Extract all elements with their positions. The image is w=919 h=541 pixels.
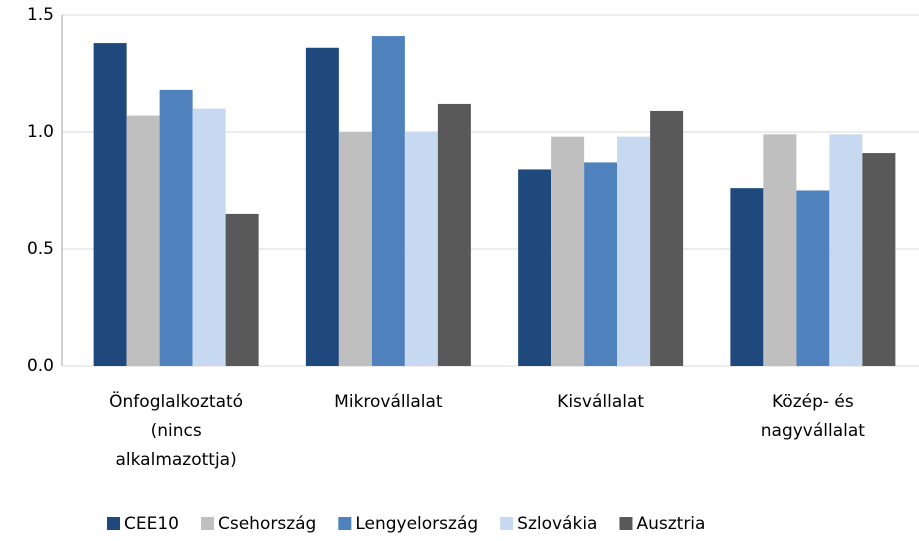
x-tick-label: Kisvállalat (557, 392, 644, 412)
legend-swatch (500, 517, 514, 530)
bar (437, 103, 471, 367)
legend-label: Szlovákia (517, 514, 597, 534)
bar (862, 153, 896, 366)
legend-label: Ausztria (636, 514, 705, 534)
bar (126, 115, 160, 367)
legend-swatch (338, 517, 352, 530)
bar (617, 136, 651, 366)
legend-label: Lengyelország (355, 514, 478, 534)
bar (584, 162, 618, 366)
bar (159, 89, 193, 366)
x-tick-label: Közép- és nagyvállalat (761, 392, 866, 441)
x-tick-label: Önfoglalkoztató (nincs alkalmazottja) (109, 390, 243, 470)
y-tick-label: 1.5 (27, 5, 54, 25)
bar (93, 43, 127, 366)
legend-label: CEE10 (124, 514, 179, 534)
bar (730, 188, 764, 366)
y-tick-label: 0.0 (27, 356, 54, 376)
bar (829, 134, 863, 366)
bar (551, 136, 585, 366)
bar (404, 132, 438, 366)
legend-swatch (200, 517, 214, 530)
bar (763, 134, 797, 366)
legend-swatch (107, 517, 120, 530)
bar (518, 169, 552, 366)
bar (305, 47, 339, 366)
bar (371, 36, 405, 367)
y-tick-label: 1.0 (27, 122, 54, 142)
bar (650, 110, 684, 366)
legend-label: Csehország (218, 514, 316, 534)
bar (796, 190, 830, 366)
bar (338, 132, 372, 366)
y-tick-label: 0.5 (27, 239, 54, 259)
bar (192, 108, 226, 366)
x-tick-label: Mikrovállalat (334, 392, 443, 412)
legend-swatch (619, 517, 633, 530)
bar (225, 213, 259, 366)
